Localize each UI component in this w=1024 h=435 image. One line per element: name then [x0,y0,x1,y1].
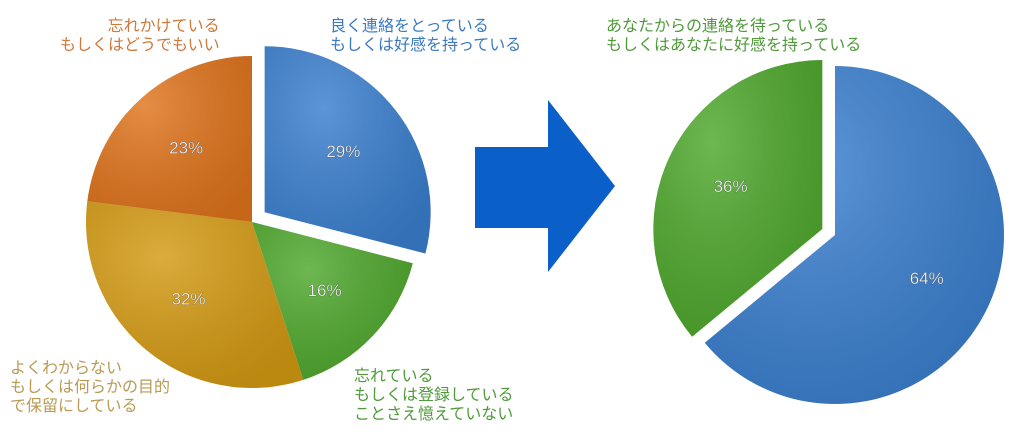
slice-value-label: 29% [326,142,360,161]
pie-slice-shade [85,201,304,389]
pie-slice-shade [87,56,252,222]
slice-value-label: 16% [308,281,342,300]
pie-slice-shade [653,60,823,337]
slice-value-label: 64% [910,269,944,288]
slice-value-label: 23% [169,138,203,157]
label-right-green: あなたからの連絡を待っている もしくはあなたに好感を持っている [606,16,862,54]
right-arrow-icon [475,100,615,272]
pie-slice-shade [704,66,1004,404]
label-yellow: よくわからない もしくは何らかの目的 で保留にしている [10,358,171,415]
pie-slice-shade [264,46,431,254]
label-green: 忘れている もしくは登録している ことさえ憶えていない [354,366,514,423]
slice-value-label: 36% [714,177,748,196]
pie-slice-shade [252,222,413,380]
label-orange: 忘れかけている もしくはどうでもいい [60,16,220,54]
label-blue: 良く連絡をとっている もしくは好感を持っている [330,16,522,54]
slice-value-label: 32% [171,290,205,309]
